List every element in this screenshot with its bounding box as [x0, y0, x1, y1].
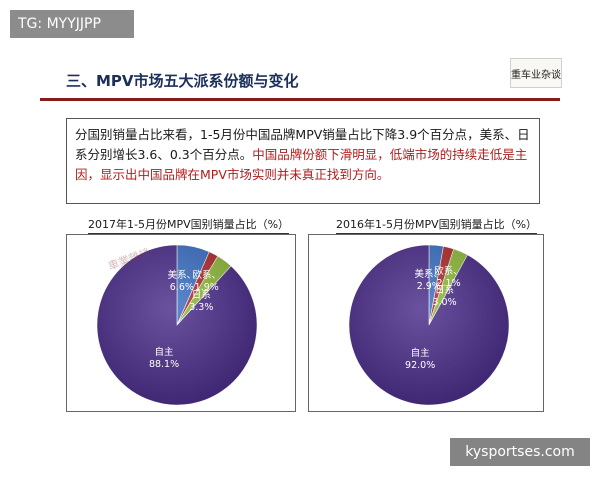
pie-svg: [96, 244, 258, 406]
pie-label-name: 日系: [435, 284, 455, 296]
pie-label-value: 2.9%: [416, 281, 441, 293]
pie-label-name: 日系: [191, 289, 211, 301]
pie-label-value: 3.3%: [189, 301, 214, 313]
brand-logo: 重车业杂谈: [510, 58, 562, 88]
pie-label-value: 1.9%: [194, 282, 219, 294]
pie-label-value: 92.0%: [405, 359, 436, 371]
summary-highlight: 中国品牌份额下滑明显，低端市场的持续走低是主因，显示出中国品牌在MPV市场实则并…: [75, 147, 528, 182]
pie-label-value: 6.6%: [169, 281, 194, 293]
pie-label-name: 欧系、: [192, 270, 221, 282]
pie-chart-2016: 美系、 2.9% 欧系、 2.1% 日系 3.0% 自主 92.0%: [308, 234, 544, 412]
pie-label-china: 自主 88.1%: [149, 347, 179, 371]
pie-chart-2017: 車業雜談 美系、 6.6% 欧系、 1.9% 日系 3.3% 自主 88.1%: [66, 234, 296, 412]
heading-divider: [40, 98, 560, 101]
pie-label-value: 2.1%: [436, 278, 461, 290]
summary-text-box: 分国别销量占比来看，1-5月份中国品牌MPV销量占比下降3.9个百分点，美系、日…: [66, 118, 540, 204]
pie-svg: [348, 244, 510, 406]
pie-label-name: 美系、: [414, 269, 444, 281]
pie-label-name: 自主: [154, 346, 174, 358]
watermark-tag: TG: MYYJJPP: [10, 10, 134, 38]
pie-label-value: 88.1%: [148, 358, 180, 370]
pie-label-us: 美系、 2.9%: [415, 269, 444, 293]
pie-label-japan: 日系 3.0%: [432, 285, 456, 309]
chart-title-2017: 2017年1-5月份MPV国别销量占比（%）: [88, 216, 290, 234]
chart-title-text: 2017年1-5月份MPV国别销量占比（%）: [88, 218, 290, 231]
pie-label-name: 欧系、: [434, 266, 463, 278]
section-heading: 三、MPV市场五大派系份额与变化: [66, 72, 299, 90]
pie-label-us: 美系、 6.6%: [168, 270, 197, 294]
site-watermark: kysportses.com: [450, 438, 590, 466]
chart-title-text: 2016年1-5月份MPV国别销量占比（%）: [336, 218, 538, 231]
pie-label-europe: 欧系、 2.1%: [434, 266, 463, 290]
chart-title-2016: 2016年1-5月份MPV国别销量占比（%）: [336, 216, 538, 234]
pie-label-name: 自主: [410, 347, 430, 359]
pie-label-name: 美系、: [167, 269, 197, 281]
pie-label-japan: 日系 3.3%: [189, 290, 213, 314]
pie-label-china: 自主 92.0%: [405, 348, 435, 372]
pie-label-value: 3.0%: [432, 296, 457, 308]
summary-text: 分国别销量占比来看，1-5月份中国品牌MPV销量占比下降3.9个百分点，美系、日…: [75, 127, 530, 162]
pie-shading: [349, 245, 509, 405]
pie-label-europe: 欧系、 1.9%: [192, 270, 221, 294]
pie-shading: [97, 245, 257, 405]
